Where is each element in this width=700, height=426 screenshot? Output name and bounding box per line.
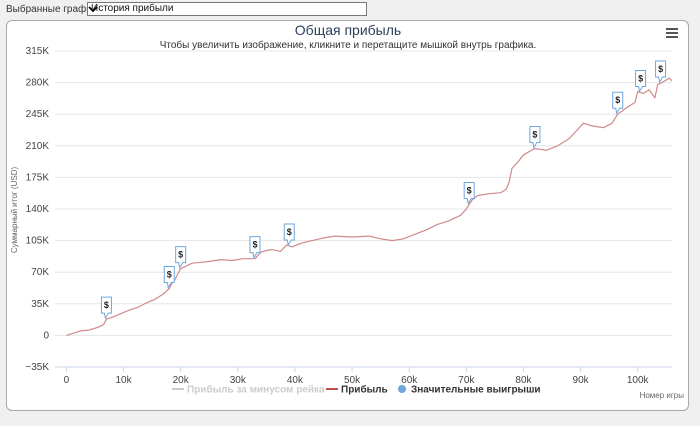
significant-win-flag (635, 70, 647, 93)
significant-win-label: $ (615, 95, 620, 105)
hamburger-icon-bar (666, 28, 678, 30)
y-axis-label: Суммарный итог (USD) (10, 167, 19, 254)
chart-panel (6, 20, 689, 411)
y-tick-label: 0 (43, 330, 49, 341)
y-tick-label: 210K (26, 141, 50, 152)
x-tick-label: 80k (515, 375, 532, 386)
chart-selector-dropdown[interactable]: История прибыли (87, 2, 367, 16)
legend-item-label: Прибыль за минусом рейка (187, 384, 325, 396)
chart-menu-button[interactable] (666, 28, 678, 39)
chart-title: Общая прибыль (295, 22, 401, 38)
y-tick-label: 175K (26, 172, 50, 183)
x-tick-label: 20k (173, 375, 190, 386)
x-tick-label: 70k (458, 375, 475, 386)
chart-selector-value: История прибыли (91, 3, 174, 14)
significant-win-label: $ (658, 64, 663, 74)
legend-symbol-dot (398, 385, 406, 393)
significant-win-flag (612, 91, 624, 115)
significant-win-label: $ (104, 300, 109, 310)
x-tick-label: 100k (627, 375, 650, 386)
y-tick-label: 280K (26, 78, 50, 89)
y-axis-ticks: −35K 0 35K 70K 105K 140K 175K 210K 245K 280K 315K (25, 46, 49, 373)
chart-selector-bar: Выбранные графики: История прибыли (0, 0, 700, 20)
significant-win-label: $ (252, 240, 257, 250)
significant-win-flag (529, 126, 541, 149)
x-tick-label: 30k (230, 375, 247, 386)
significant-wins-markers: $ $ $ $ $ $ $ $ $ $ (100, 60, 667, 320)
significant-win-label: $ (167, 269, 172, 279)
series-line-profit (66, 77, 673, 336)
significant-win-flag (100, 296, 112, 320)
x-tick-label: 0 (64, 375, 70, 386)
legend-item-label: Значительные выигрыши (411, 385, 541, 396)
hamburger-icon-bar (666, 36, 678, 38)
significant-win-label: $ (532, 130, 537, 140)
y-tick-label: 245K (26, 109, 50, 120)
legend-item-label: Прибыль (341, 384, 388, 396)
y-tick-label: 315K (26, 46, 50, 57)
x-tick-label: 60k (401, 375, 418, 386)
significant-win-label: $ (467, 185, 472, 195)
hamburger-icon-bar (666, 32, 678, 34)
y-tick-label: 105K (26, 236, 50, 247)
y-tick-label: 35K (31, 299, 49, 310)
x-axis-ticks: 0 10k 20k 30k 40k 50k 60k 70k 80k 90k 100k (64, 367, 650, 386)
x-tick-label: 10k (115, 375, 132, 386)
chevron-down-icon (88, 6, 98, 13)
significant-win-flag (655, 60, 667, 84)
significant-win-flag (163, 265, 175, 289)
legend: Прибыль за минусом рейка Прибыль Значитель… (172, 384, 541, 396)
chart-selector-label: Выбранные графики: (6, 4, 105, 15)
x-tick-label: 40k (287, 375, 304, 386)
grid-lines (55, 50, 672, 368)
significant-win-flag (249, 236, 261, 260)
significant-win-flag (283, 223, 295, 247)
series-group (66, 77, 673, 336)
y-tick-label: −35K (25, 362, 49, 373)
significant-win-label: $ (287, 227, 292, 237)
significant-win-flag (463, 181, 475, 205)
significant-win-label: $ (638, 74, 643, 84)
significant-win-flag (175, 246, 187, 269)
x-axis-label: Номер игры (640, 391, 685, 400)
chart-subtitle: Чтобы увеличить изображение, кликните и … (160, 39, 537, 51)
x-tick-label: 90k (573, 375, 590, 386)
y-tick-label: 70K (31, 267, 49, 278)
significant-win-label: $ (178, 250, 183, 260)
y-tick-label: 140K (26, 204, 50, 215)
x-tick-label: 50k (344, 375, 361, 386)
